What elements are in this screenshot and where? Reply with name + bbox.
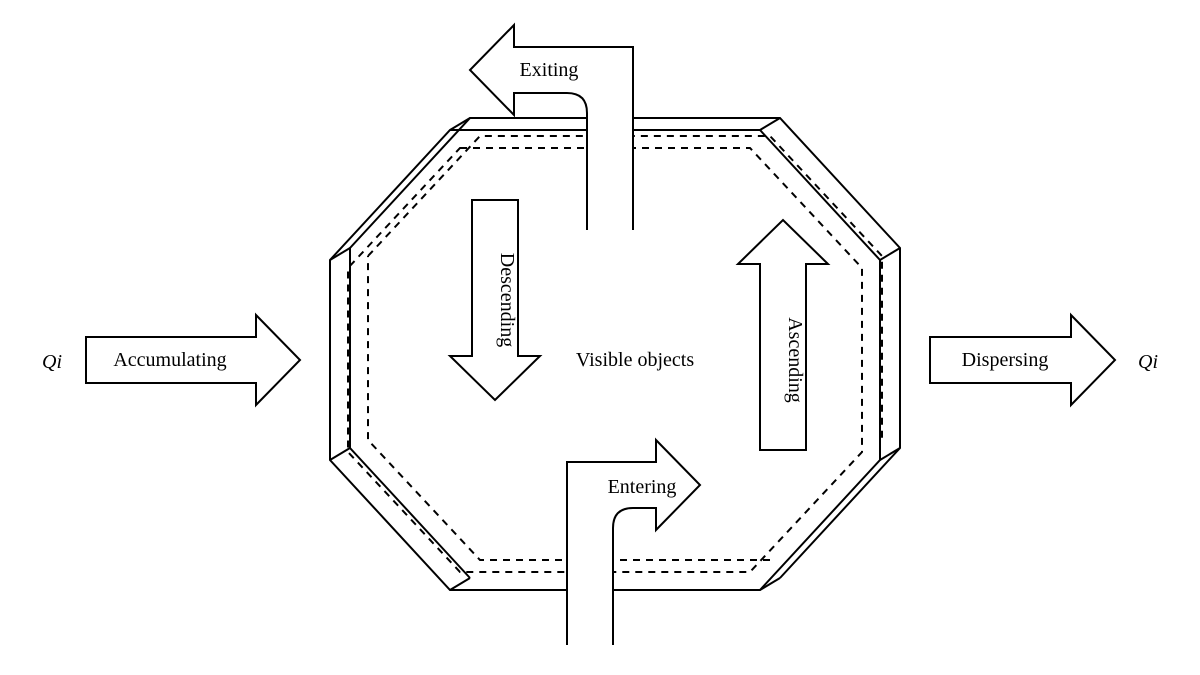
label-dispersing: Dispersing xyxy=(962,349,1049,371)
label-visible: Visible objects xyxy=(576,349,694,371)
label-descending: Descending xyxy=(496,253,518,347)
label-entering: Entering xyxy=(608,476,677,498)
label-qi-right: Qi xyxy=(1138,351,1158,373)
label-qi-left: Qi xyxy=(42,351,62,373)
octagon-edge xyxy=(880,248,900,260)
label-ascending: Ascending xyxy=(784,317,806,403)
octagon-edge xyxy=(760,118,780,130)
label-accumulating: Accumulating xyxy=(113,349,226,371)
label-exiting: Exiting xyxy=(520,59,579,81)
